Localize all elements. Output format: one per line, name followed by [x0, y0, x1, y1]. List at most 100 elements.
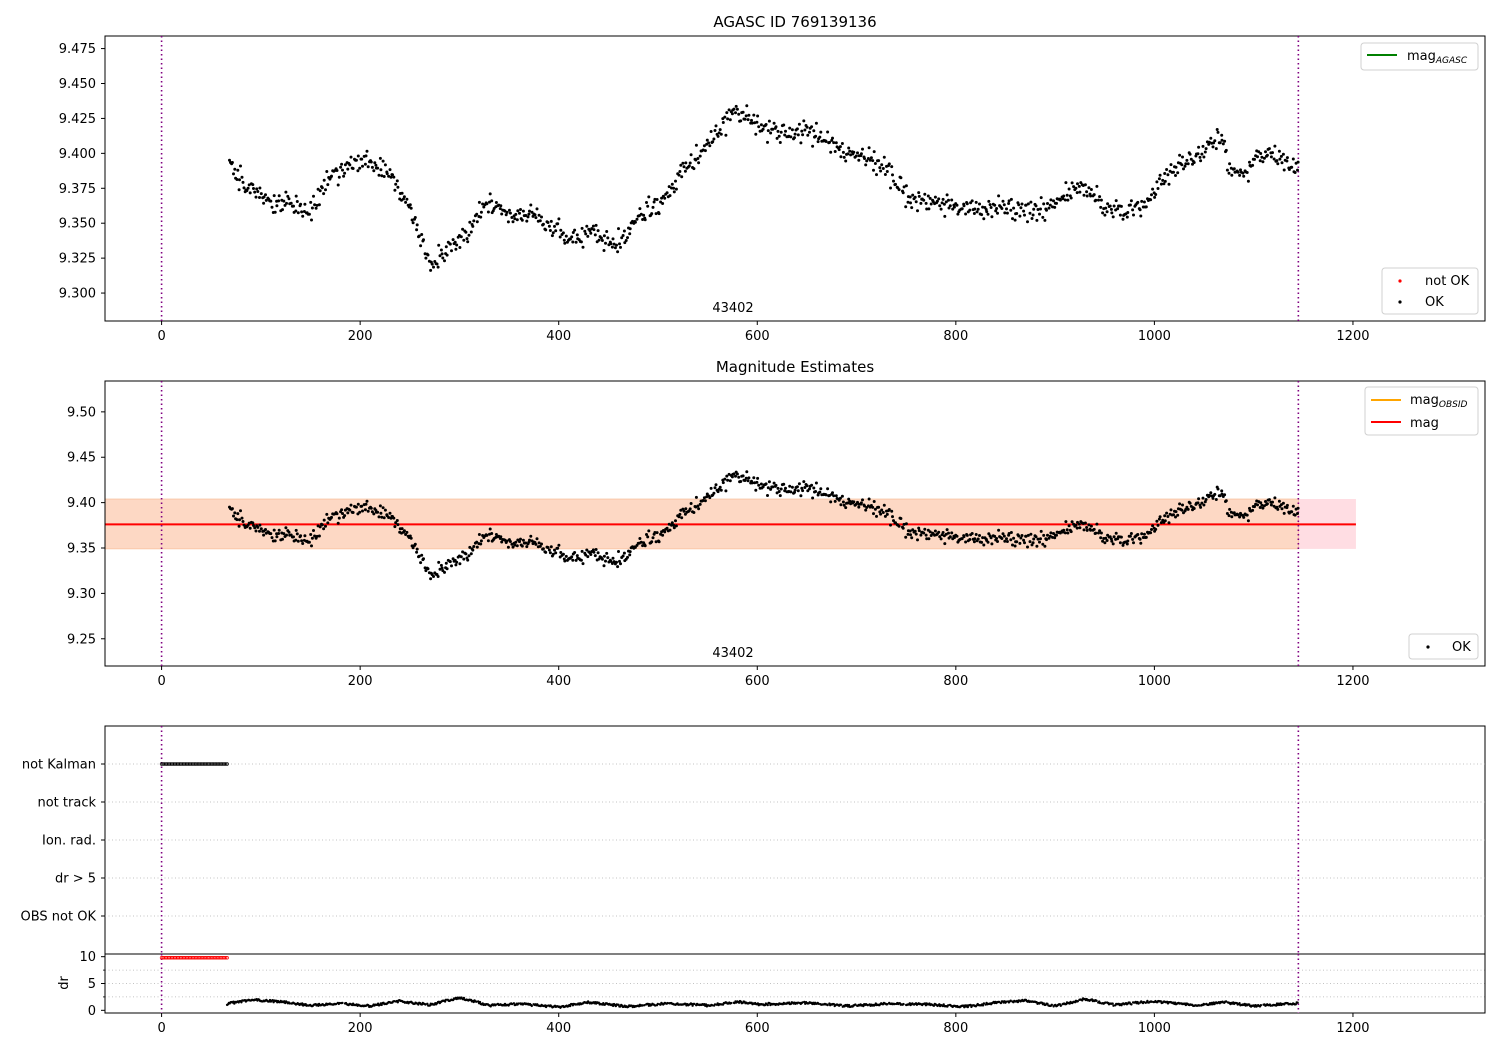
ok-point	[340, 508, 344, 512]
ok-point	[292, 535, 295, 539]
ok-point	[500, 212, 504, 216]
ok-point	[672, 523, 676, 527]
ok-point	[766, 129, 770, 133]
ok-point	[564, 234, 568, 238]
ok-point	[994, 209, 998, 213]
dr-point	[766, 1003, 769, 1007]
ok-point	[683, 169, 687, 173]
ok-point	[589, 553, 593, 556]
ok-point	[597, 238, 601, 242]
ok-point	[878, 166, 882, 170]
dr-point	[1059, 1004, 1063, 1007]
ok-point	[356, 502, 360, 506]
ok-point	[1154, 193, 1158, 196]
ok-point	[467, 554, 471, 558]
ok-point	[322, 518, 326, 522]
ok-point	[313, 203, 317, 207]
ok-point	[1169, 508, 1173, 512]
ok-point	[1108, 535, 1112, 539]
ok-point	[913, 195, 917, 199]
ok-point	[409, 536, 413, 540]
ok-point	[488, 192, 492, 196]
dr-point	[545, 1004, 549, 1007]
ok-point	[883, 514, 887, 518]
ok-point	[615, 560, 618, 564]
ok-point	[901, 191, 905, 195]
ok-point	[830, 138, 834, 142]
ok-point	[1119, 535, 1123, 539]
ok-point	[724, 489, 728, 493]
ok-point	[1118, 213, 1122, 217]
line-legend: magAGASC	[1360, 42, 1479, 71]
ok-point	[301, 542, 305, 545]
ok-point	[1070, 520, 1074, 524]
ok-point	[505, 539, 509, 543]
ok-point	[286, 194, 290, 198]
ok-point	[1099, 536, 1103, 540]
ok-point	[1001, 199, 1005, 203]
ok-point	[628, 232, 632, 236]
ok-point	[965, 533, 969, 537]
ok-point	[790, 128, 794, 132]
ok-point	[380, 174, 384, 178]
ok-point	[872, 168, 875, 172]
ok-point	[674, 519, 677, 523]
ok-point	[605, 551, 609, 555]
ok-point	[317, 534, 321, 538]
ok-point	[358, 166, 362, 170]
ok-point	[528, 209, 531, 213]
ok-point	[236, 512, 240, 516]
ok-point	[1019, 536, 1023, 540]
ok-point	[1260, 155, 1264, 159]
ok-point	[1198, 155, 1202, 159]
ok-point	[237, 524, 241, 528]
dr-point	[713, 1003, 717, 1006]
ok-point	[859, 501, 863, 505]
ok-point	[394, 182, 398, 186]
ok-point	[277, 194, 281, 198]
ok-point	[633, 545, 637, 549]
ok-point	[657, 212, 661, 216]
ok-point	[1201, 496, 1205, 500]
ok-point	[745, 104, 749, 108]
ok-point	[1259, 501, 1263, 505]
ok-point	[910, 206, 914, 210]
ok-point	[295, 532, 299, 536]
ok-point	[778, 141, 782, 144]
ok-point	[793, 136, 796, 140]
ok-point	[451, 557, 455, 561]
ok-point	[400, 527, 404, 531]
ok-point	[553, 548, 556, 552]
ok-point	[974, 533, 978, 536]
ok-point	[513, 217, 517, 221]
dr-point	[854, 1003, 857, 1006]
ok-point	[832, 141, 836, 145]
ok-point	[661, 533, 665, 537]
x-tick-label: 800	[943, 1021, 968, 1036]
ok-point	[1000, 537, 1004, 540]
ok-point	[300, 210, 304, 214]
ok-point	[643, 544, 647, 548]
ok-point	[962, 204, 966, 208]
ok-point	[661, 202, 665, 205]
flag-point	[225, 762, 229, 766]
ok-point	[1092, 193, 1096, 197]
ok-point	[594, 548, 598, 551]
ok-point	[981, 536, 985, 540]
ok-point	[844, 506, 848, 510]
ok-point	[507, 208, 511, 212]
ok-point	[867, 146, 871, 150]
ok-point	[1087, 186, 1091, 190]
ok-point	[863, 504, 866, 508]
ok-point	[309, 200, 313, 204]
ok-point	[346, 167, 350, 171]
ok-point	[1055, 533, 1058, 537]
ok-point	[652, 200, 656, 204]
ok-point	[299, 534, 303, 538]
ok-point	[654, 212, 658, 216]
dr-point	[512, 1002, 516, 1005]
dr-point	[393, 1000, 396, 1003]
ok-point	[909, 201, 912, 205]
ok-point	[964, 212, 968, 216]
ok-point	[287, 197, 291, 201]
